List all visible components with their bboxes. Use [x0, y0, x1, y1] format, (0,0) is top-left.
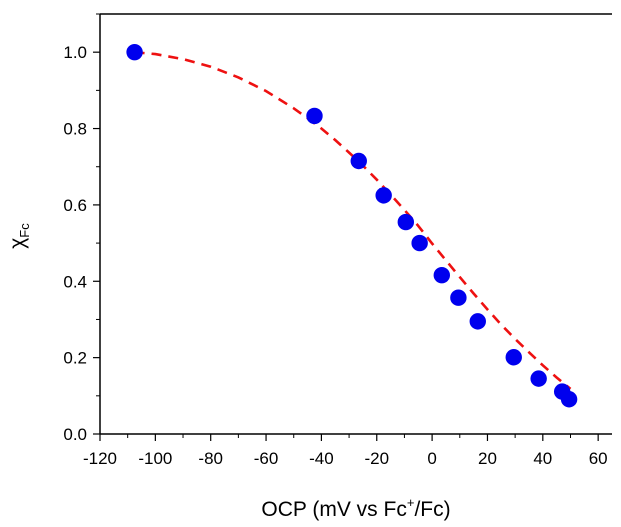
- y-axis-label: χFc: [6, 223, 32, 249]
- y-axis-label-subscript: Fc: [17, 223, 32, 238]
- y-tick-label: 0.0: [63, 425, 87, 444]
- data-point: [505, 349, 522, 366]
- x-tick-label: -120: [83, 449, 117, 468]
- data-point: [126, 43, 143, 61]
- data-point: [350, 152, 367, 170]
- y-tick-label: 0.8: [63, 120, 87, 139]
- plot-frame: [99, 13, 612, 435]
- data-point: [469, 313, 486, 330]
- x-axis-ticks: -120 -100 -80 -60 -40 -20 0 20 40 60: [83, 434, 608, 468]
- data-point: [397, 213, 415, 231]
- y-tick-label: 0.4: [63, 272, 87, 291]
- data-point: [560, 391, 578, 408]
- x-axis-label-main: OCP (mV vs Fc: [261, 498, 406, 521]
- data-point: [530, 370, 547, 387]
- x-tick-label: -20: [364, 449, 389, 468]
- y-axis-ticks: 0.0 0.2 0.4 0.6 0.8 1.0: [63, 13, 100, 444]
- x-tick-label: 0: [427, 449, 436, 468]
- x-tick-label: -80: [198, 449, 223, 468]
- x-tick-label: -100: [138, 449, 172, 468]
- x-tick-label: 40: [533, 449, 552, 468]
- y-axis-label-main: χ: [6, 238, 29, 249]
- fit-curve-layer: [134, 50, 572, 390]
- x-tick-label: 60: [589, 449, 608, 468]
- fit-curve-line: [134, 50, 572, 390]
- x-axis-label-superscript: +: [407, 495, 415, 510]
- x-axis-label: OCP (mV vs Fc+/Fc): [261, 495, 450, 521]
- y-tick-label: 0.6: [63, 196, 87, 215]
- y-tick-label: 0.2: [63, 349, 87, 368]
- data-points-layer: [126, 43, 578, 408]
- data-point: [450, 289, 467, 306]
- data-point: [306, 107, 323, 125]
- x-tick-label: -40: [309, 449, 334, 468]
- data-point: [375, 187, 392, 204]
- x-axis-label-tail: /Fc): [414, 498, 450, 521]
- y-tick-label: 1.0: [63, 43, 87, 62]
- data-point: [411, 234, 428, 252]
- x-tick-label: -60: [254, 449, 279, 468]
- x-tick-label: 20: [478, 449, 497, 468]
- data-point: [433, 266, 450, 284]
